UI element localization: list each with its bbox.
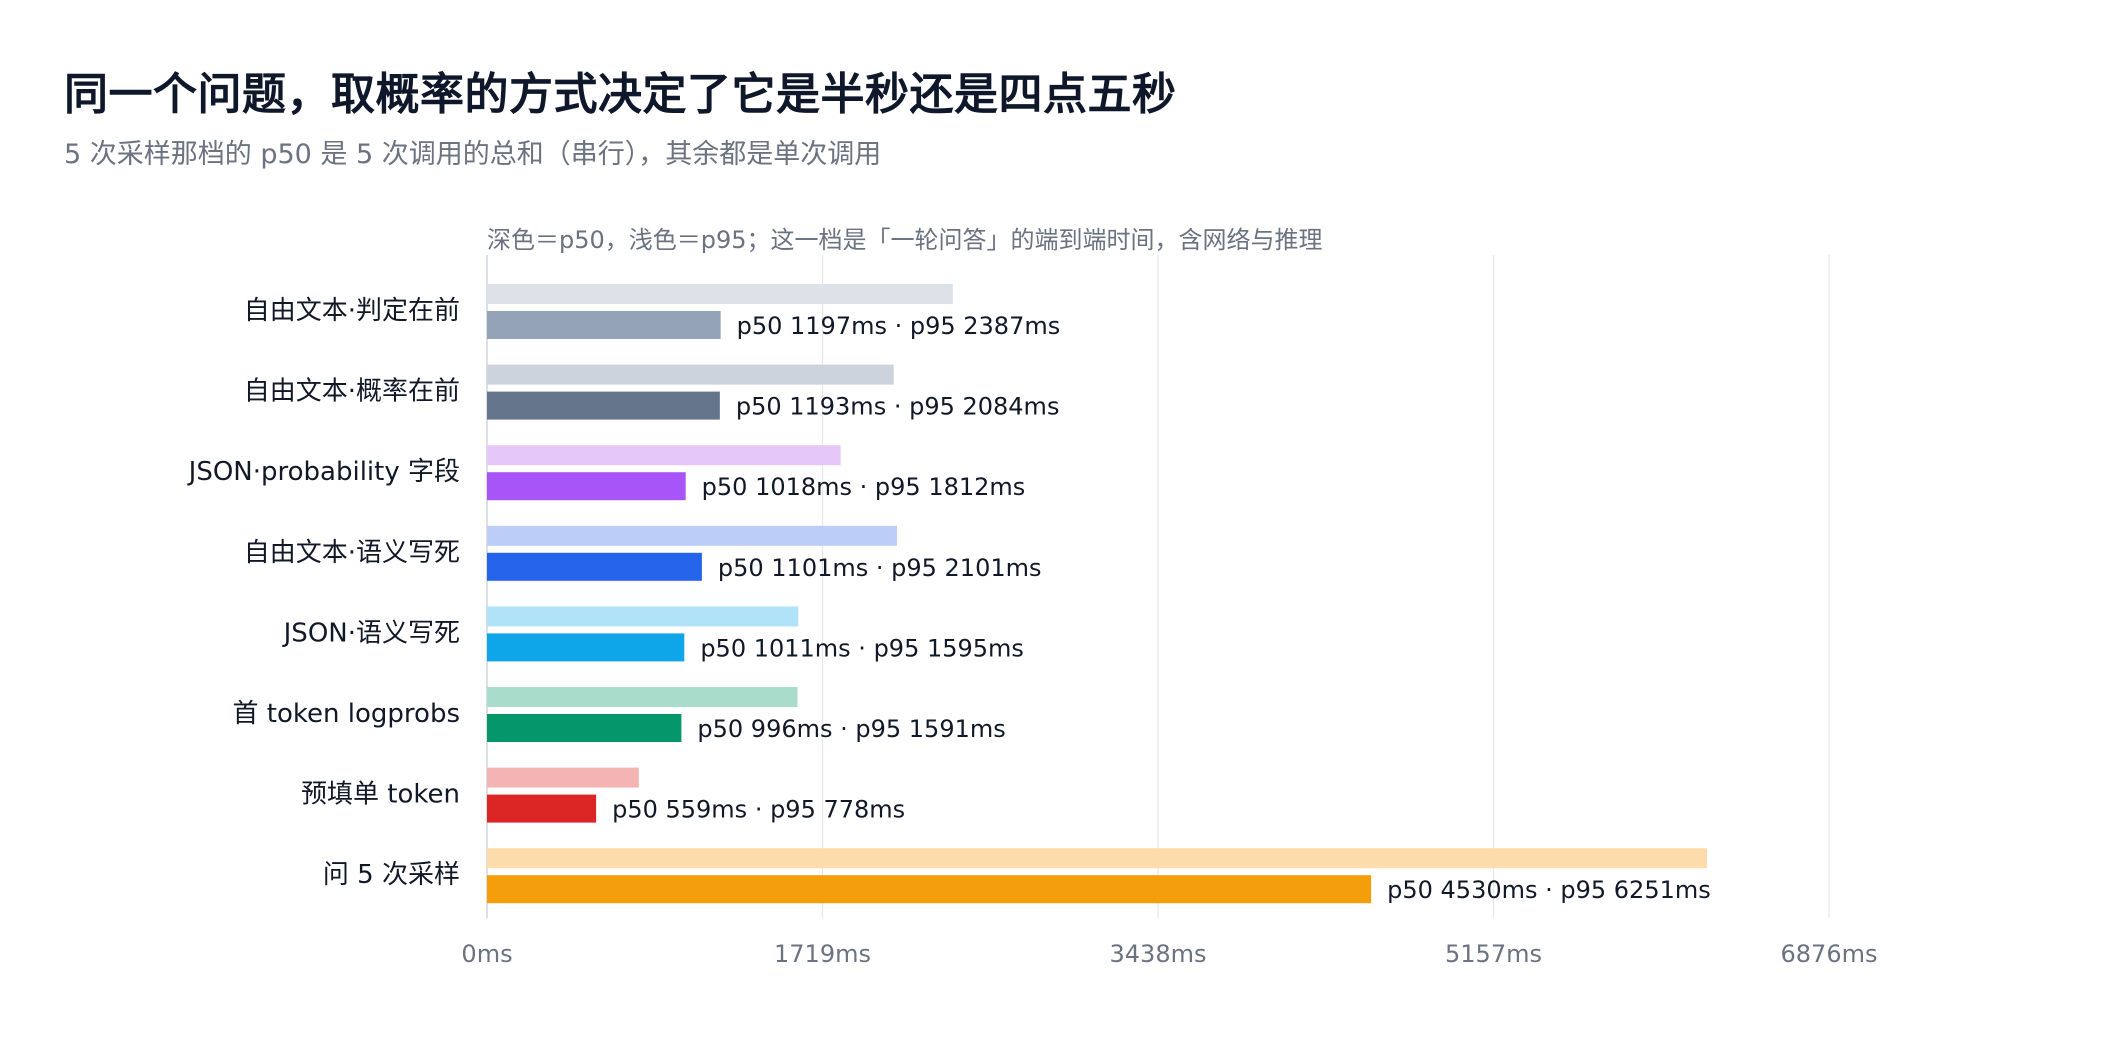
data-label: p50 1011ms · p95 1595ms (700, 634, 1024, 662)
bar-p50 (487, 714, 682, 742)
category-label: 问 5 次采样 (323, 860, 460, 890)
data-label: p50 1193ms · p95 2084ms (736, 393, 1060, 421)
chart-subtitle: 5 次采样那档的 p50 是 5 次调用的总和（串行），其余都是单次调用 (64, 139, 882, 170)
category-label: 预填单 token (301, 780, 460, 810)
data-label: p50 1101ms · p95 2101ms (718, 554, 1042, 582)
x-tick-label: 3438ms (1110, 940, 1207, 968)
bar-p50 (487, 875, 1372, 904)
bar-p50 (487, 311, 721, 339)
category-label: 自由文本·语义写死 (244, 538, 460, 568)
bar-p95 (487, 284, 953, 304)
x-tick-label: 5157ms (1445, 940, 1542, 968)
data-label: p50 1197ms · p95 2387ms (737, 312, 1061, 340)
x-tick-label: 6876ms (1781, 940, 1878, 968)
bar-p95 (487, 687, 798, 707)
x-tick-label: 1719ms (774, 940, 871, 968)
bar-p95 (487, 767, 639, 788)
bar-p95 (487, 364, 894, 385)
bar-p95 (487, 606, 799, 627)
data-label: p50 996ms · p95 1591ms (697, 715, 1005, 743)
data-label: p50 1018ms · p95 1812ms (702, 473, 1026, 501)
category-label: 自由文本·概率在前 (244, 377, 460, 407)
data-label: p50 559ms · p95 778ms (612, 796, 905, 824)
category-label: JSON·probability 字段 (187, 457, 460, 487)
bar-p50 (487, 794, 597, 823)
category-label: JSON·语义写死 (282, 618, 460, 648)
data-label: p50 4530ms · p95 6251ms (1387, 876, 1711, 904)
category-label: 自由文本·判定在前 (244, 296, 460, 326)
bar-p50 (487, 552, 702, 581)
x-tick-label: 0ms (461, 940, 512, 968)
chart-note: 深色＝p50，浅色＝p95；这一档是「一轮问答」的端到端时间，含网络与推理 (487, 226, 1323, 254)
bar-p95 (487, 848, 1708, 869)
bar-p95 (487, 445, 841, 466)
bar-p95 (487, 525, 898, 546)
bar-p50 (487, 472, 686, 501)
chart-title: 同一个问题，取概率的方式决定了它是半秒还是四点五秒 (64, 69, 1177, 120)
bar-p50 (487, 391, 720, 420)
category-label: 首 token logprobs (233, 699, 460, 729)
bar-p50 (487, 633, 685, 662)
